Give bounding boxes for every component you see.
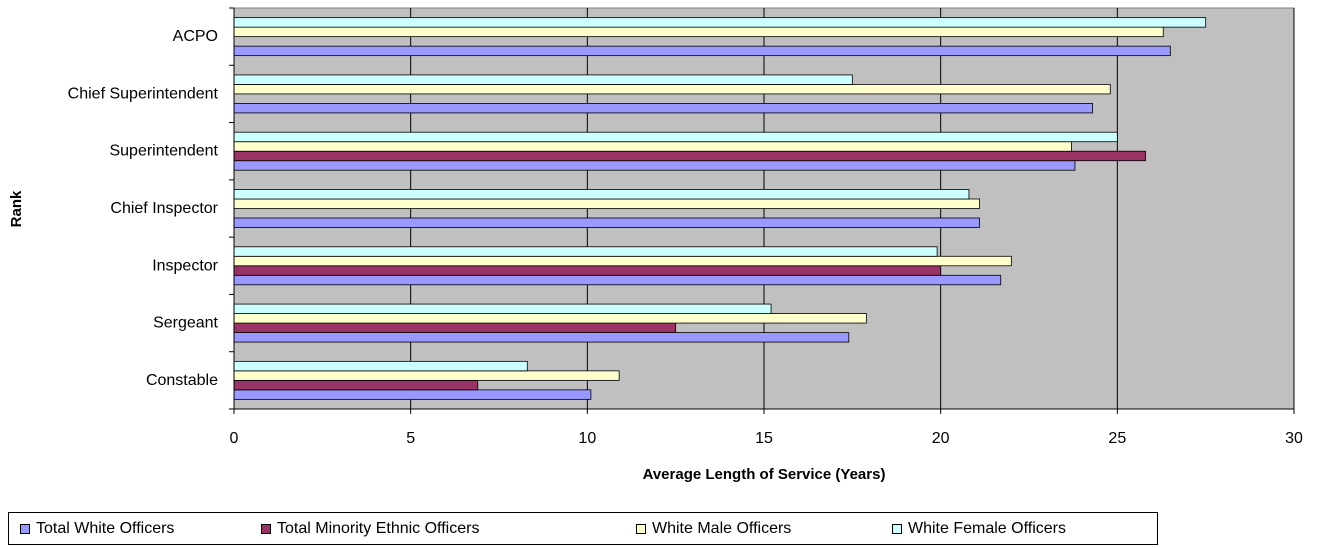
- y-tick-labels: ACPO Chief Superintendent Superintendent Ch…: [68, 28, 219, 389]
- axes: [229, 7, 1295, 414]
- bar: [233, 103, 1093, 114]
- bar: [233, 160, 1076, 171]
- legend-swatch: [261, 524, 271, 534]
- bar: [233, 74, 853, 85]
- bar: [233, 379, 479, 391]
- bar: [233, 322, 677, 333]
- y-axis-title: Rank: [8, 190, 25, 227]
- y-tick-label: Inspector: [152, 257, 218, 274]
- y-tick-label: Sergeant: [153, 315, 218, 332]
- x-tick-label: 25: [1108, 430, 1126, 447]
- bar: [233, 274, 1002, 286]
- legend-item-total-minority: Total Minority Ethnic Officers: [261, 520, 479, 538]
- y-tick-label: Chief Superintendent: [68, 85, 219, 102]
- legend-item-white-female: White Female Officers: [892, 520, 1066, 538]
- x-tick-label: 0: [230, 430, 239, 447]
- legend-label: White Male Officers: [652, 520, 792, 537]
- legend-label: Total White Officers: [36, 520, 175, 537]
- x-axis-title: Average Length of Service (Years): [643, 466, 886, 483]
- bar: [233, 370, 620, 381]
- bar: [233, 332, 850, 343]
- bar: [233, 265, 942, 276]
- bar: [233, 389, 592, 400]
- bar: [233, 141, 1072, 152]
- bar: [233, 150, 1146, 162]
- bar: [233, 84, 1111, 95]
- legend-item-total-white: Total White Officers: [20, 520, 174, 538]
- legend-item-white-male: White Male Officers: [636, 520, 791, 538]
- bar: [233, 217, 980, 228]
- bar: [233, 26, 1164, 38]
- x-tick-label: 20: [932, 430, 950, 447]
- legend-label: White Female Officers: [908, 520, 1066, 537]
- bar: [233, 360, 528, 372]
- x-tick-label: 10: [578, 430, 596, 447]
- y-tick-label: ACPO: [173, 28, 218, 45]
- y-tick-label: Superintendent: [109, 143, 218, 160]
- bar: [233, 131, 1118, 143]
- legend-swatch: [892, 524, 902, 534]
- x-tick-label: 15: [755, 430, 773, 447]
- y-tick-label: Constable: [146, 372, 218, 389]
- x-tick-label: 30: [1285, 430, 1303, 447]
- x-tick-labels: 0 5 10 15 20 25 30: [230, 430, 1303, 447]
- bar: [233, 303, 772, 314]
- legend-swatch: [20, 524, 30, 534]
- legend: Total White Officers Total Minority Ethn…: [8, 512, 1158, 545]
- bar: [233, 255, 1012, 267]
- bar: [233, 17, 1207, 28]
- bar-chart: ACPO Chief Superintendent Superintendent Ch…: [8, 7, 1303, 483]
- bar: [233, 189, 970, 200]
- bar: [233, 313, 867, 324]
- x-tick-label: 5: [406, 430, 415, 447]
- y-tick-label: Chief Inspector: [110, 200, 218, 217]
- bar: [233, 198, 980, 209]
- bar: [233, 45, 1171, 57]
- legend-label: Total Minority Ethnic Officers: [277, 520, 480, 537]
- bar: [233, 246, 938, 257]
- legend-swatch: [636, 524, 646, 534]
